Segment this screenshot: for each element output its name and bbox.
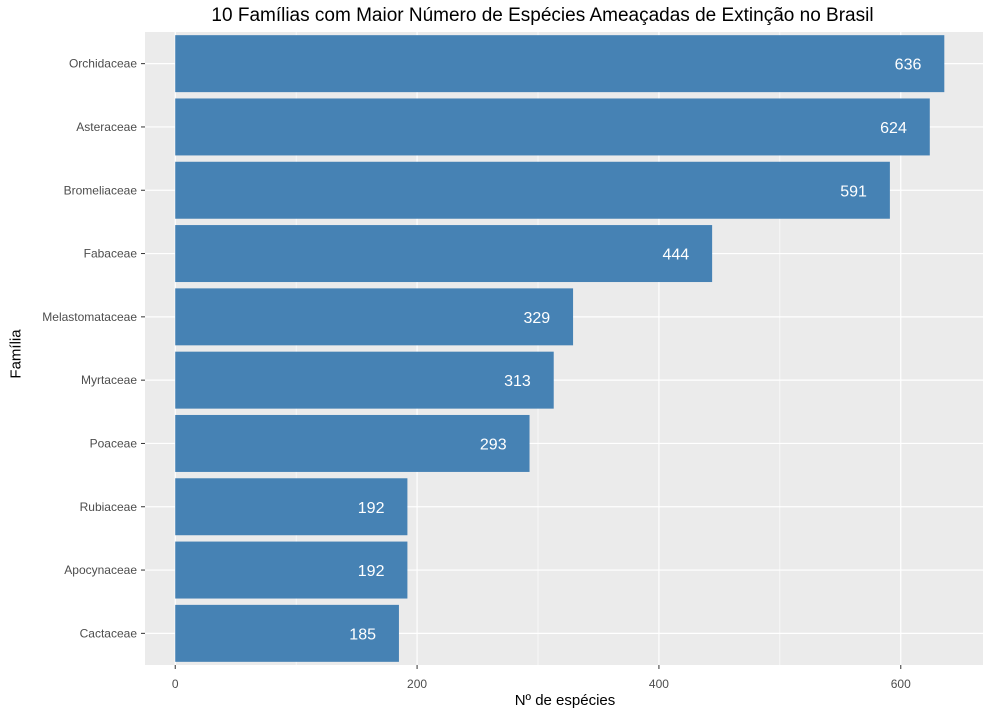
- bar: [175, 414, 530, 472]
- bar: [175, 604, 399, 662]
- y-tick-label: Fabaceae: [84, 247, 138, 261]
- y-tick-label: Myrtaceae: [81, 373, 137, 387]
- y-tick-label: Apocynaceae: [64, 563, 137, 577]
- y-tick-label: Asteraceae: [76, 120, 137, 134]
- bar: [175, 541, 408, 599]
- bar: [175, 35, 945, 93]
- bar: [175, 288, 574, 346]
- x-axis-label: Nº de espécies: [514, 692, 616, 709]
- bar-value-label: 192: [358, 563, 385, 580]
- x-tick-label: 200: [407, 677, 427, 691]
- bar-value-label: 624: [880, 120, 907, 137]
- bar: [175, 478, 408, 536]
- bar-value-label: 444: [663, 247, 690, 264]
- bar: [175, 351, 554, 409]
- x-tick-label: 400: [649, 677, 669, 691]
- bar-value-label: 192: [358, 500, 385, 517]
- bar-value-label: 185: [349, 626, 376, 643]
- x-tick-label: 600: [891, 677, 911, 691]
- bar-value-label: 636: [895, 57, 922, 74]
- y-tick-label: Rubiaceae: [80, 500, 138, 514]
- x-tick-label: 0: [172, 677, 179, 691]
- bar-value-label: 293: [480, 436, 507, 453]
- y-axis-label: Família: [7, 329, 25, 379]
- bar: [175, 98, 930, 156]
- y-tick-label: Poaceae: [90, 436, 138, 450]
- chart-title: 10 Famílias com Maior Número de Espécies…: [211, 5, 874, 26]
- bar-value-label: 591: [840, 183, 867, 200]
- y-tick-label: Bromeliaceae: [64, 183, 138, 197]
- bar-value-label: 329: [523, 310, 550, 327]
- bar-value-label: 313: [504, 373, 531, 390]
- y-tick-label: Orchidaceae: [69, 57, 137, 71]
- y-tick-label: Melastomataceae: [42, 310, 137, 324]
- bar: [175, 225, 713, 283]
- bar: [175, 161, 890, 219]
- y-tick-label: Cactaceae: [80, 626, 138, 640]
